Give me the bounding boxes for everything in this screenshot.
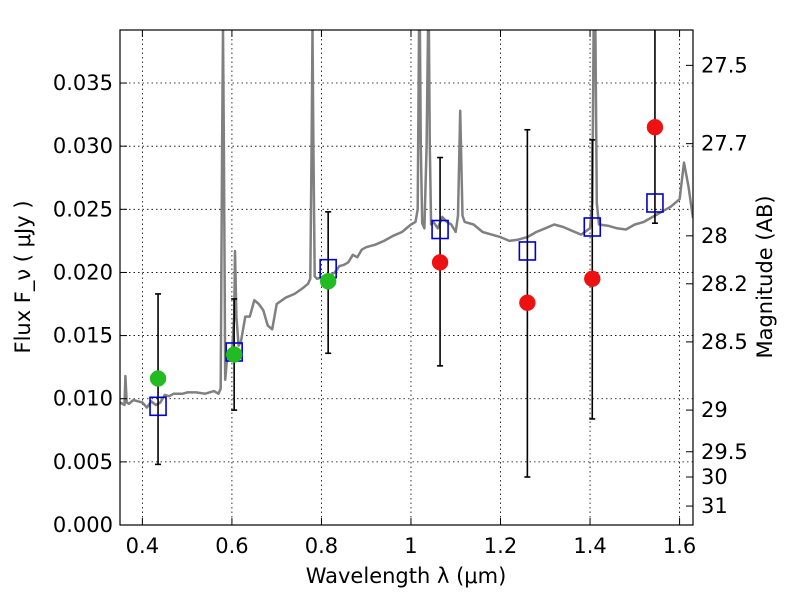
y-tick-label: 0.005 xyxy=(53,450,113,474)
detection-point xyxy=(149,370,167,387)
right-tick-label: 29 xyxy=(701,398,728,422)
nondetection-point xyxy=(431,254,449,271)
spectrum-line xyxy=(120,30,693,409)
right-tick-label: 28.5 xyxy=(701,330,748,354)
x-tick-label: 1.6 xyxy=(663,534,696,558)
model-photometry-square xyxy=(583,217,602,237)
y-tick-label: 0.010 xyxy=(53,387,113,411)
detection-point xyxy=(225,346,243,363)
y-tick-label: 0.015 xyxy=(53,324,113,348)
series-group xyxy=(120,30,693,478)
x-tick-label: 0.8 xyxy=(305,534,338,558)
nondetection-point xyxy=(584,270,601,288)
nondetection-point xyxy=(519,294,536,312)
x-tick-label: 0.4 xyxy=(126,534,159,558)
model-photometry-square xyxy=(149,396,167,417)
plot-area xyxy=(120,30,693,478)
model-photometry-square xyxy=(518,241,537,261)
right-tick-label: 27.7 xyxy=(701,132,748,156)
right-tick-label: 28.2 xyxy=(701,272,748,296)
y-tick-label: 0.035 xyxy=(53,71,113,95)
detection-point xyxy=(319,273,337,290)
y-axis-title: Flux F_ν ( μJy ) xyxy=(11,200,36,353)
right-tick-label: 31 xyxy=(701,494,728,518)
right-tick-label: 27.5 xyxy=(701,53,748,77)
grid-lines xyxy=(120,30,693,526)
y-tick-label: 0.020 xyxy=(53,260,113,284)
right-tick-label: 29.5 xyxy=(701,440,748,464)
y-tick-label: 0.025 xyxy=(53,197,113,221)
x-tick-label: 0.6 xyxy=(215,534,248,558)
right-tick-label: 28 xyxy=(701,224,728,248)
y-tick-label: 0.000 xyxy=(53,513,113,537)
plot-frame xyxy=(119,29,694,526)
x-tick-label: 1.4 xyxy=(573,534,606,558)
y-tick-label: 0.030 xyxy=(53,134,113,158)
axis-ticks: 0.4 0.6 0.8 1 1.2 1.4 1.6 0.000 0.005 0.010 0.015 0… xyxy=(53,30,748,558)
x-tick-label: 1 xyxy=(404,534,417,558)
model-photometry-square xyxy=(646,193,664,213)
model-photometry-square xyxy=(431,219,449,240)
x-tick-label: 1.2 xyxy=(484,534,517,558)
right-axis-title: Magnitude (AB) xyxy=(753,195,777,358)
x-axis-title: Wavelength λ (μm) xyxy=(306,564,507,588)
right-tick-label: 30 xyxy=(701,465,728,489)
nondetection-point xyxy=(646,118,664,136)
